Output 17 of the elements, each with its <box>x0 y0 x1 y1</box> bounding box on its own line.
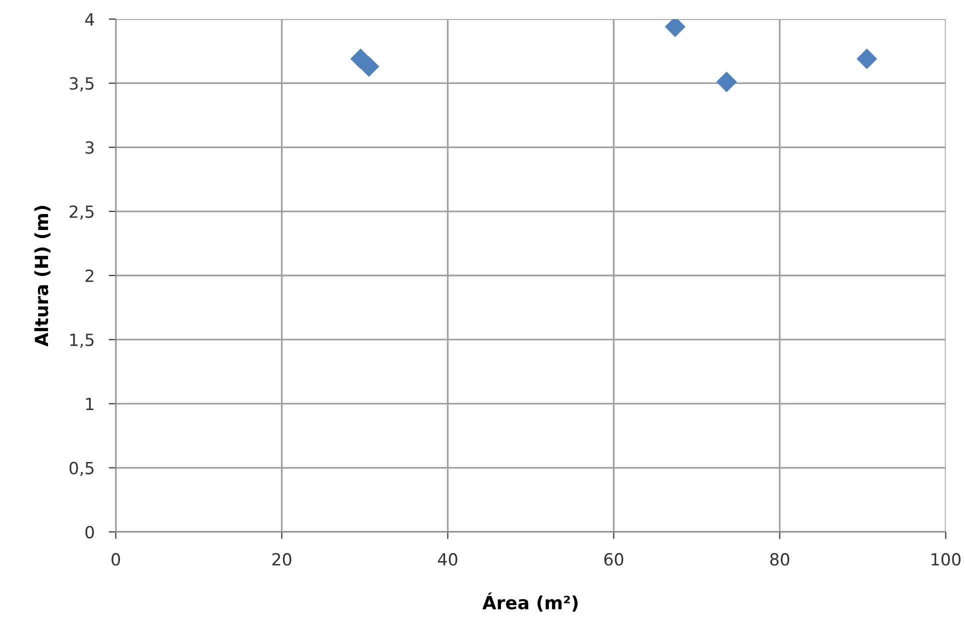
x-tick-label: 20 <box>272 553 292 566</box>
x-tick-label: 100 <box>932 553 960 566</box>
x-axis-title: Área (m²) <box>482 592 578 612</box>
y-tick-label: 1 <box>86 398 94 410</box>
y-tick-label: 0 <box>85 526 94 538</box>
x-tick-label: 60 <box>604 553 624 566</box>
x-tick-label: 0 <box>112 553 120 566</box>
x-tick-label: 40 <box>438 553 458 566</box>
x-tick-label: 80 <box>770 553 790 566</box>
y-tick-label: 4 <box>85 13 94 26</box>
y-axis-title: Altura (H) (m) <box>34 206 50 347</box>
y-tick-label: 2,5 <box>70 205 94 220</box>
y-tick-label: 1,5 <box>70 334 94 348</box>
y-tick-label: 3 <box>86 141 94 154</box>
y-tick-label: 0,5 <box>70 462 94 476</box>
y-tick-label: 2 <box>86 269 94 282</box>
y-tick-label: 3,5 <box>70 77 94 92</box>
